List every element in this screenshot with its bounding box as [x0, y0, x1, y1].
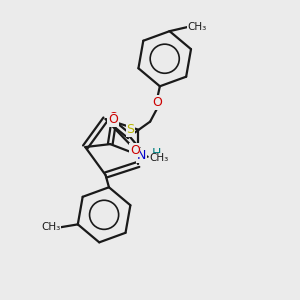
- Text: O: O: [130, 143, 140, 157]
- Text: CH₃: CH₃: [41, 222, 60, 232]
- Text: O: O: [108, 111, 118, 124]
- Text: S: S: [126, 123, 134, 136]
- Text: CH₃: CH₃: [187, 22, 207, 32]
- Text: H: H: [151, 148, 161, 160]
- Text: O: O: [153, 96, 162, 109]
- Text: N: N: [136, 149, 146, 162]
- Text: O: O: [108, 113, 118, 126]
- Text: CH₃: CH₃: [149, 153, 169, 163]
